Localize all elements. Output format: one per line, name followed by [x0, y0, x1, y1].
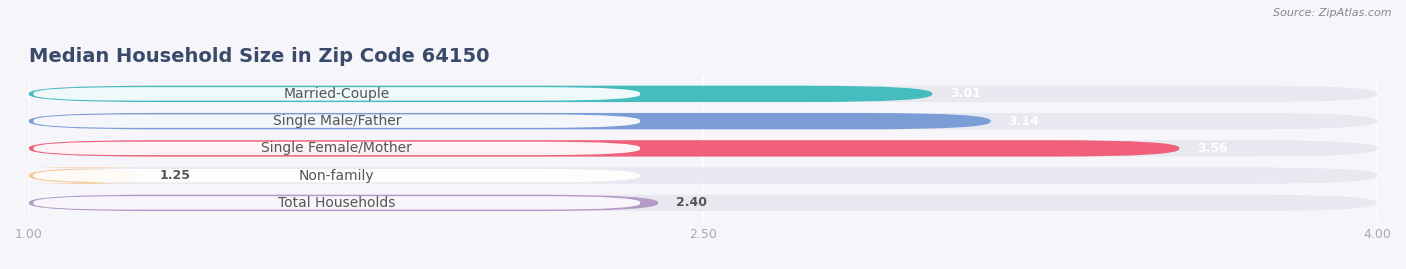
- Text: 1.25: 1.25: [159, 169, 190, 182]
- Text: Non-family: Non-family: [299, 169, 374, 183]
- FancyBboxPatch shape: [15, 168, 155, 184]
- FancyBboxPatch shape: [34, 87, 640, 101]
- FancyBboxPatch shape: [30, 86, 932, 102]
- FancyBboxPatch shape: [30, 168, 1376, 184]
- Text: Married-Couple: Married-Couple: [284, 87, 389, 101]
- Text: Total Households: Total Households: [278, 196, 395, 210]
- FancyBboxPatch shape: [30, 86, 1376, 102]
- Text: Median Household Size in Zip Code 64150: Median Household Size in Zip Code 64150: [30, 47, 489, 66]
- FancyBboxPatch shape: [34, 196, 640, 210]
- Text: 2.40: 2.40: [676, 196, 707, 209]
- Text: Source: ZipAtlas.com: Source: ZipAtlas.com: [1274, 8, 1392, 18]
- FancyBboxPatch shape: [30, 140, 1376, 157]
- Text: 3.01: 3.01: [950, 87, 981, 100]
- Text: Single Female/Mother: Single Female/Mother: [262, 141, 412, 155]
- FancyBboxPatch shape: [30, 195, 1376, 211]
- FancyBboxPatch shape: [30, 113, 1376, 129]
- FancyBboxPatch shape: [30, 140, 1180, 157]
- FancyBboxPatch shape: [34, 114, 640, 128]
- Text: 3.14: 3.14: [1008, 115, 1039, 128]
- FancyBboxPatch shape: [30, 195, 658, 211]
- Text: 3.56: 3.56: [1198, 142, 1227, 155]
- FancyBboxPatch shape: [34, 142, 640, 155]
- Text: Single Male/Father: Single Male/Father: [273, 114, 401, 128]
- FancyBboxPatch shape: [30, 113, 991, 129]
- FancyBboxPatch shape: [34, 169, 640, 182]
